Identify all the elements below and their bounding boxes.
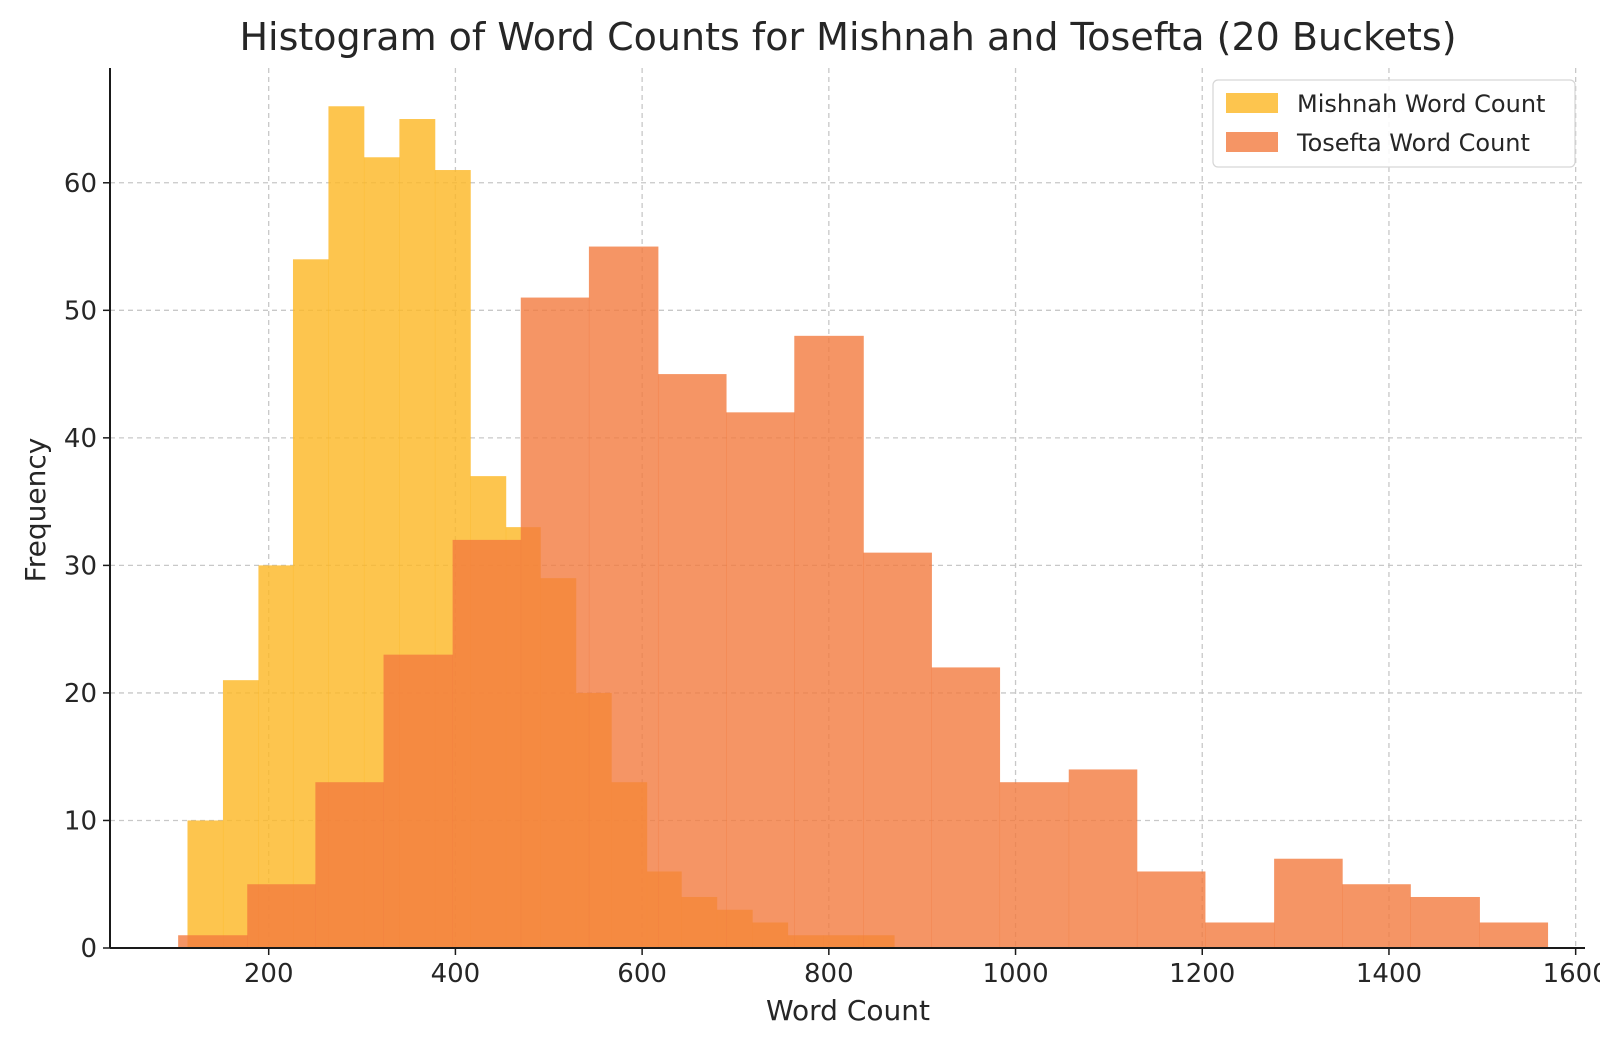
histogram-bar — [315, 782, 384, 948]
y-tick-label: 50 — [64, 296, 97, 326]
histogram-bar — [1205, 922, 1275, 948]
legend-swatch — [1226, 132, 1278, 152]
y-tick-label: 40 — [64, 424, 97, 454]
y-tick-label: 0 — [80, 934, 97, 964]
histogram-bar — [794, 335, 864, 949]
legend-swatch — [1226, 93, 1278, 113]
histogram-bar — [1410, 896, 1480, 948]
y-tick-label: 10 — [64, 806, 97, 836]
legend-label: Tosefta Word Count — [1296, 129, 1530, 157]
histogram-bar — [726, 412, 795, 948]
legend-box — [1212, 79, 1576, 168]
y-axis-label: Frequency — [19, 438, 52, 583]
y-tick-label: 20 — [64, 679, 97, 709]
histogram-bar — [1479, 922, 1549, 948]
histogram-bar — [452, 539, 522, 948]
histogram-bar — [657, 374, 727, 949]
histogram-bar — [178, 935, 248, 948]
y-tick-label: 60 — [64, 169, 97, 199]
x-tick-label: 1000 — [982, 959, 1048, 989]
x-tick-label: 400 — [431, 959, 481, 989]
histogram-bar — [999, 782, 1070, 948]
x-tick-label: 600 — [617, 959, 667, 989]
legend: Mishnah Word Count Tosefta Word Count — [1212, 79, 1576, 168]
x-axis-label: Word Count — [766, 994, 930, 1027]
x-tick-label: 800 — [804, 959, 854, 989]
histogram-bar — [520, 297, 590, 949]
chart-title: Histogram of Word Counts for Mishnah and… — [239, 15, 1456, 59]
histogram-bar — [1342, 884, 1411, 948]
histogram-bars — [178, 106, 1549, 949]
histogram-bar — [588, 246, 659, 948]
histogram-bar — [383, 654, 454, 948]
histogram-bar — [1136, 871, 1206, 948]
x-tick-label: 1200 — [1169, 959, 1235, 989]
y-tick-label: 30 — [64, 551, 97, 581]
histogram-bar — [1274, 858, 1343, 948]
histogram-bar — [863, 552, 932, 948]
histogram-bar — [187, 820, 224, 948]
legend-label: Mishnah Word Count — [1297, 90, 1545, 118]
series-tosefta — [178, 246, 1549, 949]
x-tick-label: 200 — [244, 959, 294, 989]
histogram-bar — [247, 884, 316, 948]
x-tick-label: 1400 — [1356, 959, 1422, 989]
histogram-bar — [1068, 769, 1138, 948]
histogram-bar — [931, 667, 1001, 948]
